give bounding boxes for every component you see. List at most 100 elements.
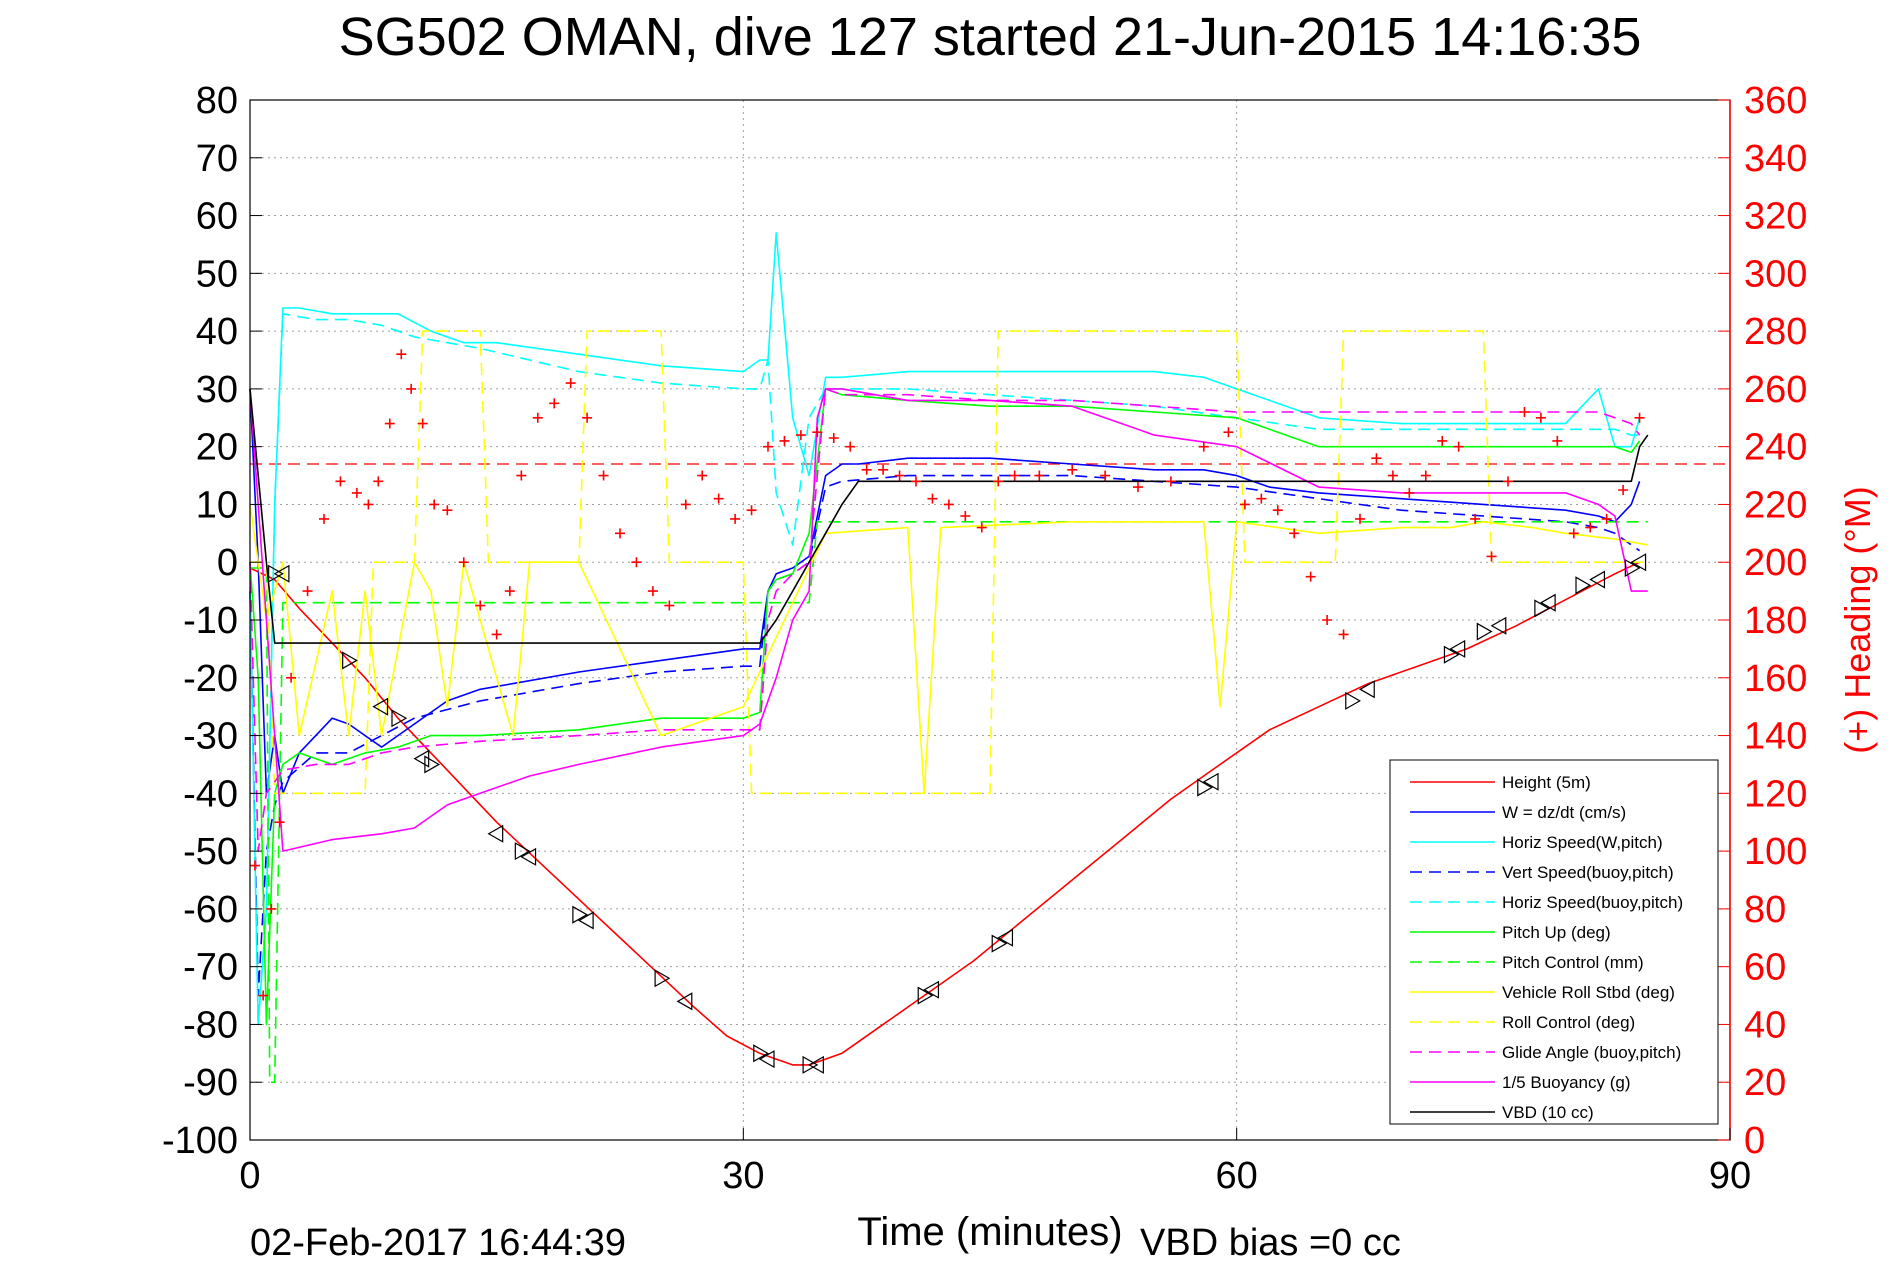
depth-marker bbox=[372, 697, 389, 716]
y-tick-label: -10 bbox=[183, 600, 238, 642]
heading-point bbox=[1486, 551, 1497, 562]
heading-point bbox=[429, 499, 440, 510]
heading-point bbox=[1420, 470, 1431, 481]
legend-label-4: Horiz Speed(buoy,pitch) bbox=[1502, 893, 1683, 912]
heading-point bbox=[664, 600, 675, 611]
depth-marker bbox=[654, 969, 671, 988]
heading-point bbox=[335, 476, 346, 487]
series-line-0 bbox=[249, 561, 1640, 1066]
y2-tick-label: 260 bbox=[1744, 369, 1807, 411]
y2-tick-label: 60 bbox=[1744, 947, 1786, 989]
heading-point bbox=[1634, 412, 1645, 423]
depth-marker bbox=[1575, 576, 1592, 595]
heading-point bbox=[319, 513, 329, 524]
depth-marker bbox=[991, 934, 1008, 953]
x-tick-label: 90 bbox=[1709, 1155, 1751, 1197]
y2-tick-label: 120 bbox=[1744, 773, 1807, 815]
heading-point bbox=[631, 557, 642, 568]
heading-point bbox=[861, 464, 872, 475]
timestamp-label: 02-Feb-2017 16:44:39 bbox=[250, 1222, 626, 1262]
heading-point bbox=[1272, 505, 1283, 516]
legend-label-6: Pitch Control (mm) bbox=[1502, 953, 1644, 972]
heading-point bbox=[1239, 499, 1250, 510]
y-tick-label: 50 bbox=[196, 253, 238, 295]
vbd-bias-label: VBD bias =0 cc bbox=[1140, 1222, 1401, 1262]
y2-tick-label: 300 bbox=[1744, 253, 1807, 295]
chart-title: SG502 OMAN, dive 127 started 21-Jun-2015… bbox=[339, 7, 1642, 67]
depth-markers bbox=[268, 553, 1647, 1074]
heading-point bbox=[549, 398, 560, 409]
heading-point bbox=[491, 629, 502, 640]
heading-point bbox=[1601, 513, 1612, 524]
heading-point bbox=[1519, 407, 1530, 417]
heading-point bbox=[911, 476, 921, 487]
legend-label-5: Pitch Up (deg) bbox=[1502, 923, 1611, 942]
series-line-1 bbox=[249, 388, 1641, 795]
heading-point bbox=[266, 903, 277, 914]
heading-point bbox=[1305, 571, 1316, 582]
heading-point bbox=[1568, 528, 1579, 539]
y-axis-left: 80 70 60 50 40 30 20 10 0 -10 -20 -30 -40 -50 -60 -70 -8… bbox=[162, 80, 262, 1162]
series-line-6 bbox=[250, 520, 1648, 1083]
y2-tick-label: 220 bbox=[1744, 484, 1807, 526]
heading-point bbox=[1289, 528, 1300, 539]
depth-marker bbox=[273, 564, 290, 583]
series-line-5 bbox=[249, 388, 1641, 1026]
heading-point bbox=[1223, 427, 1234, 438]
depth-marker bbox=[487, 824, 504, 843]
y2-tick-label: 200 bbox=[1744, 542, 1807, 584]
y2-tick-label: 20 bbox=[1744, 1062, 1786, 1104]
series-line-11 bbox=[249, 388, 1649, 644]
heading-point bbox=[615, 528, 625, 539]
y-tick-label: 80 bbox=[196, 80, 238, 122]
depth-marker bbox=[676, 992, 693, 1011]
y2-tick-label: 40 bbox=[1744, 1004, 1786, 1046]
heading-point bbox=[1100, 470, 1111, 481]
heading-point bbox=[993, 476, 1004, 487]
depth-marker bbox=[520, 847, 537, 866]
legend-box bbox=[1389, 759, 1719, 1125]
heading-point bbox=[516, 470, 527, 481]
legend-label-9: Glide Angle (buoy,pitch) bbox=[1502, 1043, 1681, 1062]
depth-marker bbox=[424, 755, 441, 774]
y-tick-label: 60 bbox=[196, 196, 238, 238]
y-tick-label: 10 bbox=[196, 484, 238, 526]
series-lines bbox=[249, 232, 1730, 1083]
y2-tick-label: 240 bbox=[1744, 427, 1807, 469]
y-tick-label: -40 bbox=[183, 773, 238, 815]
y2-tick-label: 160 bbox=[1744, 658, 1807, 700]
y-tick-label: -80 bbox=[183, 1004, 238, 1046]
y-tick-label: 40 bbox=[196, 311, 238, 353]
y2-tick-label: 100 bbox=[1744, 831, 1807, 873]
legend-label-2: Horiz Speed(W,pitch) bbox=[1502, 833, 1663, 852]
heading-point bbox=[828, 433, 839, 443]
y-tick-label: -100 bbox=[162, 1120, 238, 1162]
depth-marker bbox=[1345, 691, 1361, 710]
y-tick-label: -50 bbox=[183, 831, 238, 873]
heading-point bbox=[795, 430, 806, 441]
heading-point bbox=[373, 476, 384, 487]
depth-marker bbox=[1490, 616, 1507, 635]
heading-point bbox=[1404, 487, 1415, 498]
series-line-8 bbox=[250, 330, 1648, 795]
y-tick-label: -90 bbox=[183, 1062, 238, 1104]
depth-marker bbox=[391, 709, 408, 728]
x-axis-label: Time (minutes) bbox=[857, 1210, 1122, 1254]
depth-marker bbox=[923, 980, 940, 999]
heading-point bbox=[1198, 441, 1209, 452]
legend: Height (5m) W = dz/dt (cm/s) Horiz Speed(W… bbox=[1389, 759, 1719, 1125]
y2-tick-label: 80 bbox=[1744, 889, 1786, 931]
y2-tick-label: 280 bbox=[1744, 311, 1807, 353]
depth-marker bbox=[572, 905, 589, 924]
heading-point bbox=[1535, 412, 1546, 423]
x-tick-label: 60 bbox=[1216, 1155, 1258, 1197]
heading-point bbox=[1009, 470, 1020, 481]
y2-tick-label: 360 bbox=[1744, 80, 1807, 122]
depth-marker bbox=[997, 928, 1014, 947]
y2-axis-label: (+) Heading (°M) bbox=[1837, 486, 1878, 753]
y-tick-label: -60 bbox=[183, 889, 238, 931]
depth-marker bbox=[808, 1055, 824, 1074]
x-tick-label: 0 bbox=[239, 1155, 260, 1197]
